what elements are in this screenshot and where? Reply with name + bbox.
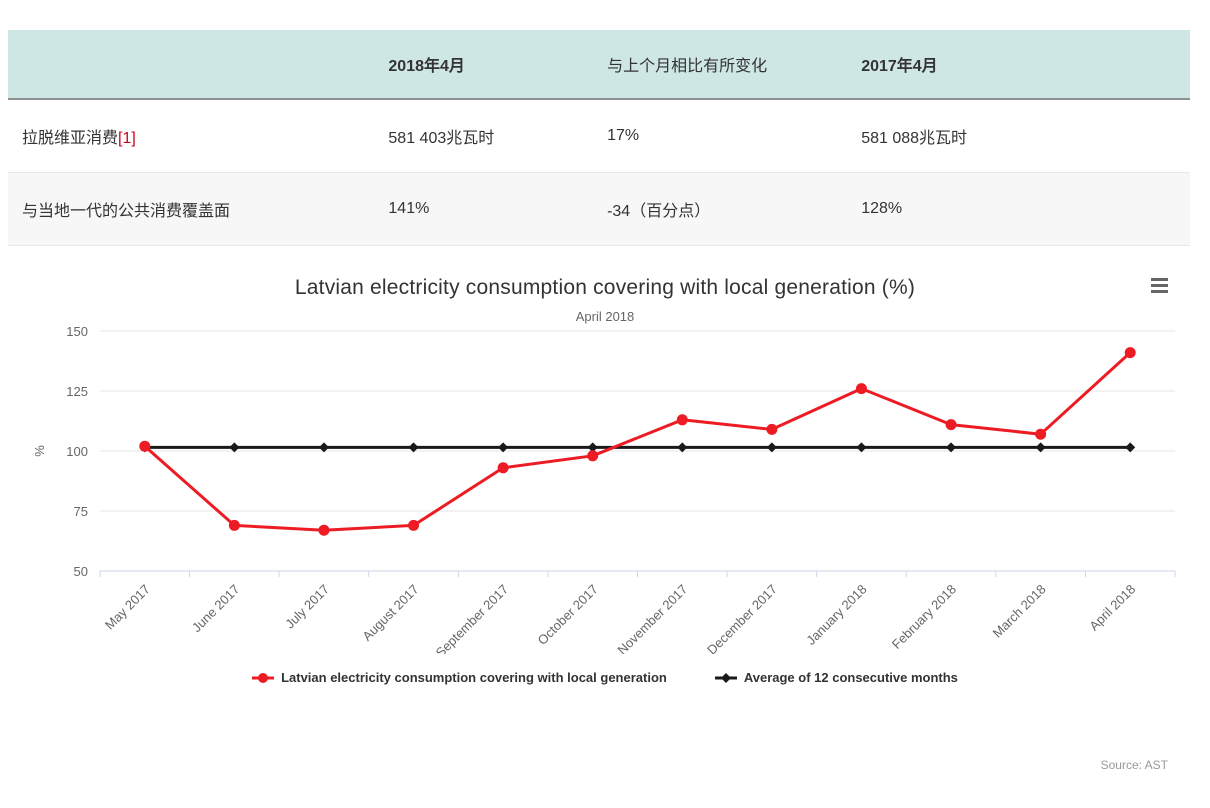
chart-legend: Latvian electricity consumption covering…	[0, 670, 1210, 685]
legend-label: Latvian electricity consumption covering…	[281, 670, 667, 685]
x-tick-label: April 2018	[1086, 582, 1138, 634]
hamburger-icon[interactable]	[1146, 274, 1172, 296]
x-tick-label: August 2017	[359, 582, 421, 644]
data-point-circle[interactable]	[1124, 347, 1136, 359]
x-tick-label: July 2017	[282, 582, 332, 632]
cell-coverage-2018: 141%	[374, 172, 594, 246]
cell-coverage-2017: 128%	[847, 172, 1190, 246]
source-credit: Source: AST	[1100, 758, 1168, 772]
data-point-circle[interactable]	[676, 414, 688, 426]
footnote-link[interactable]: [1]	[118, 130, 136, 147]
data-point-diamond[interactable]	[1125, 442, 1136, 453]
data-point-circle[interactable]	[497, 462, 509, 474]
x-tick-label: February 2018	[889, 582, 959, 652]
x-tick-label: May 2017	[102, 582, 153, 633]
legend-label: Average of 12 consecutive months	[743, 670, 958, 685]
data-point-circle[interactable]	[945, 419, 957, 431]
data-point-circle[interactable]	[855, 383, 867, 395]
data-point-diamond[interactable]	[677, 442, 688, 453]
data-point-diamond[interactable]	[856, 442, 867, 453]
data-point-circle[interactable]	[139, 440, 151, 452]
table-row: 拉脱维亚消费[1] 581 403兆瓦时 17% 581 088兆瓦时	[8, 99, 1190, 173]
y-axis-title: %	[32, 445, 47, 457]
data-point-diamond[interactable]	[1035, 442, 1046, 453]
legend-diamond-marker-icon	[714, 672, 737, 683]
data-point-circle[interactable]	[408, 519, 420, 531]
table-row: 与当地一代的公共消费覆盖面 141% -34（百分点） 128%	[8, 172, 1190, 246]
data-point-circle[interactable]	[228, 519, 240, 531]
row-label-consumption: 拉脱维亚消费[1]	[8, 99, 375, 173]
x-tick-label: December 2017	[704, 582, 780, 654]
series-line-1[interactable]	[143, 351, 1132, 532]
x-tick-label: October 2017	[535, 582, 601, 648]
legend-item-0[interactable]: Average of 12 consecutive months	[714, 670, 958, 685]
row-label-coverage: 与当地一代的公共消费覆盖面	[8, 172, 375, 246]
data-point-diamond[interactable]	[766, 442, 777, 453]
y-tick-label: 100	[66, 444, 88, 459]
header-2017-april: 2017年4月	[847, 30, 1190, 100]
data-point-circle[interactable]	[587, 450, 599, 462]
plot-area: 50 75 100 125 150% May 2017 June 2017 July 2017…	[32, 324, 1176, 654]
y-tick-label: 50	[74, 564, 88, 579]
chart-subtitle: April 2018	[575, 309, 635, 324]
table-header-row: 2018年4月 与上个月相比有所变化 2017年4月	[8, 30, 1190, 100]
y-tick-label: 150	[66, 324, 88, 339]
data-point-circle[interactable]	[766, 423, 778, 435]
x-tick-label: June 2017	[189, 582, 243, 636]
x-tick-label: January 2018	[803, 582, 869, 648]
chart-title: Latvian electricity consumption covering…	[294, 276, 916, 299]
consumption-table: 2018年4月 与上个月相比有所变化 2017年4月 拉脱维亚消费[1] 581…	[8, 30, 1190, 246]
cell-consumption-2017: 581 088兆瓦时	[847, 99, 1190, 173]
cell-consumption-2018: 581 403兆瓦时	[374, 99, 594, 173]
y-tick-label: 125	[66, 384, 88, 399]
x-tick-label: September 2017	[433, 582, 512, 654]
cell-consumption-change: 17%	[593, 99, 848, 173]
data-point-diamond[interactable]	[498, 442, 509, 453]
legend-circle-marker-icon	[252, 672, 275, 683]
data-point-diamond[interactable]	[229, 442, 240, 453]
legend-item-1[interactable]: Latvian electricity consumption covering…	[252, 670, 667, 685]
header-2018-april: 2018年4月	[374, 30, 594, 100]
highcharts-chart: Latvian electricity consumption covering…	[0, 258, 1210, 788]
y-tick-label: 75	[74, 504, 88, 519]
x-tick-label: November 2017	[614, 582, 690, 654]
cell-coverage-change: -34（百分点）	[593, 172, 848, 246]
header-change-vs-prev-month: 与上个月相比有所变化	[593, 30, 848, 100]
data-point-circle[interactable]	[318, 524, 330, 536]
x-tick-label: March 2018	[990, 582, 1049, 641]
header-empty	[8, 30, 375, 100]
data-point-circle[interactable]	[1035, 428, 1047, 440]
data-point-diamond[interactable]	[587, 442, 598, 453]
data-point-diamond[interactable]	[946, 442, 957, 453]
stats-table-section: 2018年4月 与上个月相比有所变化 2017年4月 拉脱维亚消费[1] 581…	[0, 0, 1210, 246]
data-point-diamond[interactable]	[408, 442, 419, 453]
data-point-diamond[interactable]	[318, 442, 329, 453]
